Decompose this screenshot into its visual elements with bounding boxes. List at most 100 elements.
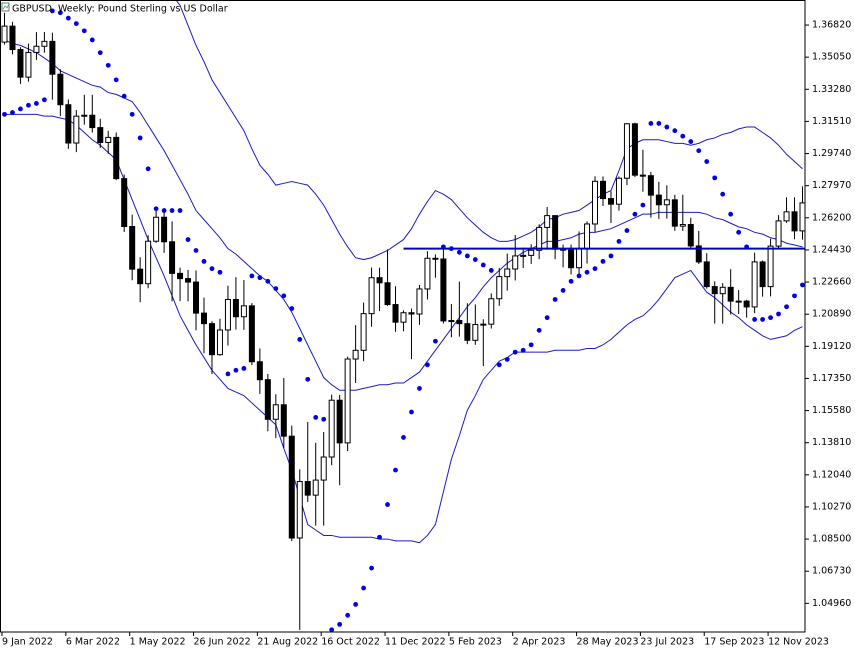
y-tick-label: 1.35050 bbox=[812, 52, 851, 63]
sar-dot bbox=[592, 266, 598, 272]
candle-body bbox=[751, 261, 758, 308]
chart-title: GBPUSD, Weekly: Pound Sterling vs US Dol… bbox=[12, 4, 228, 15]
candle-body bbox=[336, 399, 343, 444]
candle-body bbox=[201, 312, 207, 325]
sar-dot bbox=[688, 139, 694, 144]
sar-dot bbox=[544, 315, 550, 321]
y-tick-label: 1.36820 bbox=[812, 20, 851, 31]
sar-dot bbox=[313, 415, 319, 420]
sar-dot bbox=[776, 311, 781, 317]
sar-dot bbox=[177, 208, 183, 213]
candle-body bbox=[400, 312, 407, 323]
candle-body bbox=[177, 272, 184, 280]
candle-body bbox=[256, 361, 263, 381]
candle-body bbox=[33, 45, 40, 53]
sar-dot bbox=[265, 278, 271, 284]
candle-body bbox=[695, 245, 702, 263]
candle-body bbox=[320, 456, 327, 481]
candle-body bbox=[153, 216, 160, 242]
y-tick-label: 1.26200 bbox=[812, 212, 851, 223]
candle-body bbox=[799, 202, 805, 232]
candle-body bbox=[1, 25, 8, 43]
sar-dot bbox=[712, 175, 718, 181]
candle-body bbox=[743, 300, 750, 308]
sar-dot bbox=[161, 208, 167, 213]
candle-body bbox=[504, 268, 511, 278]
candle-body bbox=[791, 211, 798, 232]
candle-body bbox=[472, 324, 479, 341]
sar-dot bbox=[26, 102, 31, 108]
candle-body bbox=[576, 248, 583, 269]
x-tick-label: 21 Aug 2022 bbox=[257, 637, 318, 648]
sar-dot bbox=[289, 306, 295, 311]
sar-dot bbox=[520, 347, 526, 353]
candle-body bbox=[440, 258, 447, 322]
sar-dot bbox=[417, 386, 422, 391]
candle-body bbox=[679, 224, 686, 227]
candle-body bbox=[655, 194, 662, 206]
candle-body bbox=[73, 115, 80, 144]
sar-dot bbox=[792, 293, 797, 299]
candle-body bbox=[568, 249, 575, 269]
x-tick-label: 28 May 2023 bbox=[577, 637, 639, 648]
candle-body bbox=[408, 312, 415, 315]
sar-dot bbox=[528, 342, 534, 348]
sar-dot bbox=[624, 228, 630, 233]
candle-body bbox=[185, 278, 192, 283]
band-middle bbox=[4, 39, 803, 391]
candle-body bbox=[783, 211, 790, 222]
y-tick-label: 1.08500 bbox=[812, 534, 851, 545]
sar-dot bbox=[456, 249, 462, 255]
sar-dot bbox=[680, 133, 686, 139]
y-tick-label: 1.29740 bbox=[812, 148, 851, 159]
sar-dot bbox=[760, 317, 765, 322]
sar-dot bbox=[249, 273, 255, 279]
sar-dot bbox=[297, 337, 303, 342]
candle-body bbox=[193, 281, 200, 314]
candle-body bbox=[41, 40, 48, 47]
candle-body bbox=[288, 435, 295, 539]
candle-body bbox=[480, 323, 487, 326]
candle-body bbox=[488, 298, 495, 325]
y-tick-label: 1.06730 bbox=[812, 566, 851, 577]
candle-body bbox=[703, 261, 710, 288]
sar-dot bbox=[800, 282, 805, 288]
sar-dot bbox=[73, 21, 79, 26]
sar-dot bbox=[512, 349, 518, 355]
candle-body bbox=[623, 123, 630, 179]
sar-dot bbox=[784, 304, 789, 310]
candle-body bbox=[344, 358, 351, 444]
sar-dot bbox=[393, 467, 398, 473]
sar-dot bbox=[672, 128, 678, 134]
candle-body bbox=[248, 305, 255, 363]
candle-body bbox=[767, 245, 774, 288]
sar-dot bbox=[81, 28, 87, 34]
candle-body bbox=[775, 220, 782, 247]
candle-body bbox=[448, 320, 455, 323]
sar-dot bbox=[42, 97, 47, 103]
sar-dot bbox=[137, 135, 143, 141]
candle-body bbox=[631, 123, 638, 176]
candle-body bbox=[520, 254, 527, 257]
y-tick-label: 1.22660 bbox=[812, 277, 851, 288]
y-tick-label: 1.15580 bbox=[812, 405, 851, 416]
sar-dot bbox=[209, 266, 215, 272]
sar-dot bbox=[34, 101, 39, 106]
x-tick-label: 11 Dec 2022 bbox=[385, 637, 446, 648]
x-tick-label: 23 Jul 2023 bbox=[640, 637, 694, 648]
sar-dot bbox=[504, 356, 510, 362]
candle-body bbox=[687, 224, 694, 247]
y-tick-label: 1.31510 bbox=[812, 116, 851, 127]
sar-dot bbox=[536, 327, 542, 333]
sar-dot bbox=[656, 121, 662, 126]
x-tick-label: 9 Jan 2022 bbox=[2, 637, 53, 648]
x-tick-label: 17 Sep 2023 bbox=[704, 637, 764, 648]
sar-dot bbox=[97, 50, 103, 56]
candle-body bbox=[663, 199, 670, 206]
sar-dot bbox=[648, 121, 654, 126]
sar-dot bbox=[305, 376, 311, 382]
sar-dot bbox=[425, 362, 430, 368]
sar-dot bbox=[2, 111, 7, 117]
y-tick-label: 1.20890 bbox=[812, 309, 851, 320]
